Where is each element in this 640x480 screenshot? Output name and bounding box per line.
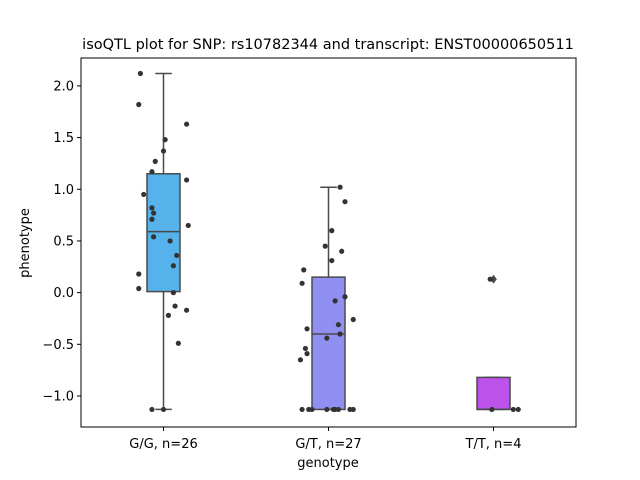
data-point xyxy=(322,243,328,249)
data-point xyxy=(510,406,516,413)
data-point xyxy=(335,322,341,328)
data-point xyxy=(149,406,155,413)
x-tick-label: T/T, n=4 xyxy=(465,437,522,452)
data-point xyxy=(170,290,176,296)
x-tick-label: G/T, n=27 xyxy=(295,437,361,452)
y-tick-label: −1.0 xyxy=(42,389,74,404)
data-point xyxy=(165,312,172,318)
y-tick-label: 1.5 xyxy=(53,131,74,146)
data-point xyxy=(184,177,190,183)
data-point xyxy=(299,280,305,286)
data-point xyxy=(160,406,167,413)
y-tick-label: 1.0 xyxy=(53,183,74,198)
data-point xyxy=(299,406,305,413)
data-point xyxy=(170,263,176,269)
y-tick-label: 2.0 xyxy=(53,79,74,94)
box-group xyxy=(146,72,181,411)
plot-frame xyxy=(80,57,577,428)
data-point xyxy=(152,158,158,164)
data-point xyxy=(149,205,155,211)
data-point xyxy=(136,101,142,108)
x-axis: G/G, n=26 G/T, n=27 T/T, n=4 xyxy=(129,427,521,452)
data-point xyxy=(172,303,178,309)
data-point xyxy=(151,210,157,216)
data-point xyxy=(347,406,353,413)
y-axis: −1.0 −0.5 0.0 0.5 1.0 1.5 2.0 xyxy=(42,79,81,404)
box-series xyxy=(146,72,511,411)
data-point xyxy=(342,294,348,300)
box-body xyxy=(476,376,511,411)
data-point xyxy=(151,234,157,240)
data-point xyxy=(149,169,155,175)
data-point xyxy=(487,276,493,282)
box-body xyxy=(146,173,181,293)
y-axis-label: phenotype xyxy=(18,208,33,278)
data-point xyxy=(137,70,143,77)
data-point xyxy=(337,331,343,337)
x-axis-label: genotype xyxy=(297,456,358,471)
box-group xyxy=(311,186,346,411)
data-point xyxy=(306,406,312,413)
data-point xyxy=(185,222,191,229)
data-point xyxy=(339,248,345,254)
data-point xyxy=(184,307,190,313)
data-point xyxy=(141,191,147,198)
data-point xyxy=(342,199,348,205)
data-point xyxy=(175,340,181,346)
data-point xyxy=(335,406,341,413)
data-point xyxy=(174,252,180,259)
box-body xyxy=(311,276,346,411)
data-point xyxy=(332,298,338,304)
data-point xyxy=(301,267,307,273)
data-point xyxy=(350,316,356,323)
data-point xyxy=(160,148,167,154)
data-point xyxy=(515,406,521,413)
data-point xyxy=(162,137,168,143)
chart-title: isoQTL plot for SNP: rs10782344 and tran… xyxy=(82,37,574,53)
data-point xyxy=(337,184,343,190)
y-tick-label: 0.5 xyxy=(53,234,74,249)
box-group xyxy=(476,274,511,411)
strip-points xyxy=(136,70,521,413)
data-point xyxy=(304,326,310,332)
data-point xyxy=(167,238,173,244)
data-point xyxy=(184,121,190,127)
data-point xyxy=(149,216,155,222)
data-point xyxy=(324,406,330,413)
data-point xyxy=(489,406,495,413)
data-point xyxy=(136,285,142,292)
data-point xyxy=(329,228,335,234)
data-point xyxy=(302,345,308,352)
data-point xyxy=(304,351,310,357)
y-tick-label: 0.0 xyxy=(53,286,74,301)
data-point xyxy=(329,257,335,264)
data-point xyxy=(136,271,142,277)
data-point xyxy=(297,357,304,363)
data-point xyxy=(324,335,330,341)
x-tick-label: G/G, n=26 xyxy=(129,437,197,452)
y-tick-label: −0.5 xyxy=(42,338,74,353)
